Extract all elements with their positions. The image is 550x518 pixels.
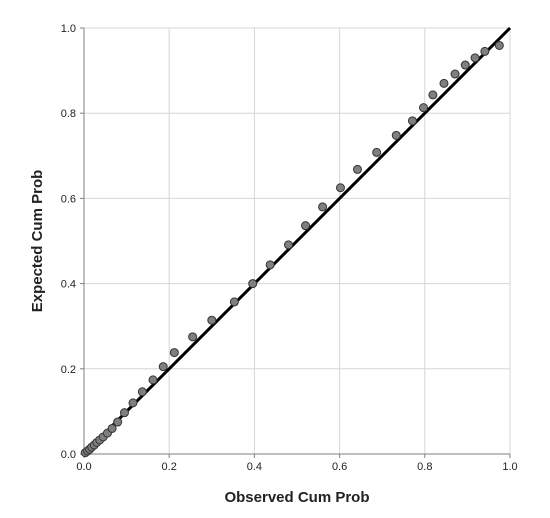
data-point: [113, 417, 123, 427]
x-tick-label: 0.8: [417, 461, 432, 473]
x-tick-label: 0.6: [332, 461, 347, 473]
data-point: [265, 260, 275, 270]
y-tick-label: 0.0: [61, 449, 76, 461]
data-point: [229, 297, 239, 307]
data-point: [450, 69, 460, 79]
data-points: [80, 40, 504, 458]
y-axis-title: Expected Cum Prob: [29, 170, 46, 313]
data-point: [318, 202, 328, 212]
data-point: [419, 103, 429, 113]
data-point: [188, 332, 198, 342]
y-tick-label: 0.4: [61, 279, 76, 291]
x-tick-label: 0.2: [162, 461, 177, 473]
x-tick-label: 0.4: [247, 461, 262, 473]
data-point: [480, 46, 490, 56]
x-axis-title: Observed Cum Prob: [224, 489, 369, 506]
data-point: [428, 90, 438, 100]
data-point: [119, 408, 129, 418]
data-point: [439, 78, 449, 88]
data-point: [494, 40, 504, 50]
tick-labels: 0.0 0.2 0.4 0.6 0.8 1.0 0.0 0.2 0.4 0.6 0.8 1.0: [61, 23, 518, 473]
data-point: [169, 348, 179, 358]
data-point: [470, 53, 480, 63]
y-tick-label: 0.8: [61, 108, 76, 120]
data-point: [391, 130, 401, 140]
data-point: [407, 116, 417, 126]
data-point: [107, 423, 117, 433]
y-tick-label: 0.2: [61, 364, 76, 376]
data-point: [128, 398, 138, 408]
data-point: [148, 375, 158, 385]
reference-line: [82, 26, 512, 456]
x-tick-label: 1.0: [502, 461, 517, 473]
x-tick-label: 0.0: [76, 461, 91, 473]
data-point: [460, 60, 470, 70]
data-point: [248, 279, 258, 289]
y-tick-label: 1.0: [61, 23, 76, 35]
reference-line-group: [82, 26, 512, 456]
data-point: [207, 315, 217, 325]
data-point: [335, 183, 345, 193]
data-point: [137, 387, 147, 397]
grid-lines: [84, 27, 511, 454]
data-point: [283, 240, 293, 250]
data-point: [158, 362, 168, 372]
data-point: [352, 164, 362, 174]
y-tick-label: 0.6: [61, 193, 76, 205]
data-point: [372, 147, 382, 157]
data-point: [301, 221, 311, 231]
